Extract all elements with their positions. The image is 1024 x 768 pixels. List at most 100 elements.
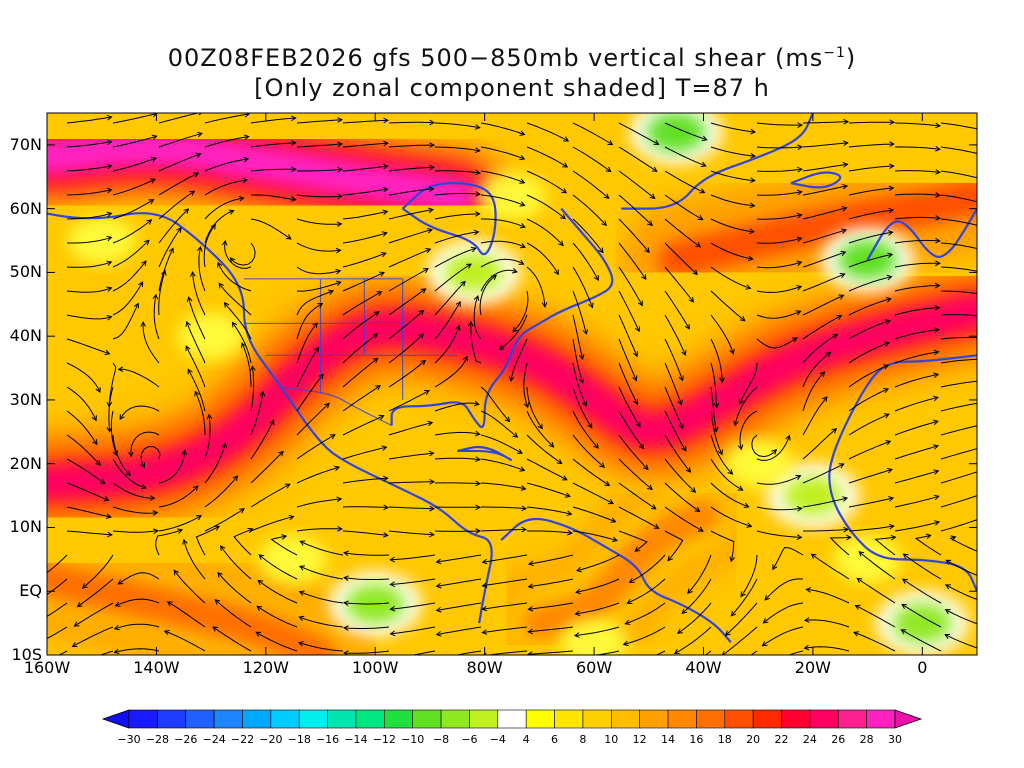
- colorbar-label: 22: [774, 733, 789, 746]
- streamline: [218, 283, 252, 316]
- streamline-arrow: [772, 564, 778, 571]
- streamline-arrow: [258, 554, 265, 560]
- streamline: [848, 342, 890, 364]
- streamline: [894, 373, 939, 388]
- streamline: [664, 530, 684, 561]
- streamline: [66, 458, 106, 484]
- streamline: [388, 121, 435, 124]
- streamline-arrow: [558, 240, 564, 247]
- streamline-arrow: [380, 251, 387, 258]
- streamline: [528, 626, 574, 633]
- streamline: [342, 142, 388, 148]
- streamline-arrow: [719, 377, 725, 384]
- streamline: [388, 144, 434, 148]
- streamline: [618, 482, 657, 510]
- streamline: [434, 247, 476, 268]
- streamline: [572, 242, 599, 281]
- streamline-arrow: [796, 534, 803, 540]
- streamline: [894, 470, 939, 484]
- streamline: [710, 410, 723, 455]
- streamline: [296, 194, 342, 198]
- streamline-arrow: [854, 604, 861, 610]
- colorbar-label: 24: [802, 733, 817, 746]
- streamline-arrow: [527, 583, 534, 589]
- streamline: [945, 609, 977, 625]
- streamline-arrow: [608, 499, 614, 505]
- streamline-arrow: [498, 344, 505, 351]
- streamline-arrow: [885, 440, 892, 446]
- streamline: [434, 193, 480, 196]
- streamline-arrow: [678, 375, 684, 382]
- streamline-arrow: [644, 247, 650, 254]
- streamline-arrow: [902, 553, 909, 559]
- streamline-arrow: [383, 504, 390, 511]
- lon-tick-label: 140W: [133, 658, 180, 677]
- streamline: [296, 528, 342, 532]
- streamline: [204, 136, 249, 148]
- streamline-arrow: [700, 161, 707, 168]
- lon-tick-label: 160W: [23, 658, 71, 677]
- streamline-arrow: [146, 219, 153, 225]
- streamline-arrow: [150, 178, 157, 184]
- streamline-arrow: [297, 641, 304, 647]
- streamline: [901, 603, 942, 628]
- streamline: [664, 266, 694, 303]
- streamline: [66, 530, 112, 536]
- streamline-arrow: [143, 239, 150, 246]
- streamline: [296, 119, 342, 124]
- streamline: [987, 171, 1024, 185]
- colorbar-label: −24: [202, 733, 226, 746]
- streamline: [806, 589, 850, 604]
- streamline-arrow: [537, 423, 543, 430]
- streamline: [74, 602, 114, 627]
- lat-tick-label: 20N: [9, 453, 42, 473]
- streamline-arrow: [750, 152, 757, 159]
- streamline: [47, 626, 68, 640]
- streamline: [388, 209, 434, 220]
- streamline-arrow: [887, 230, 894, 236]
- streamline-arrow: [796, 236, 803, 242]
- streamline: [572, 146, 611, 172]
- streamline-arrow: [512, 326, 518, 333]
- streamline-arrow: [638, 443, 645, 450]
- streamline: [114, 623, 160, 630]
- streamline: [764, 578, 804, 601]
- streamline: [250, 194, 296, 201]
- streamline-arrow: [231, 321, 238, 328]
- streamline-arrow: [935, 260, 941, 267]
- streamline: [725, 602, 758, 636]
- streamline-arrow: [980, 400, 985, 405]
- streamline: [217, 262, 252, 292]
- streamline-arrow: [685, 467, 692, 473]
- streamline: [217, 572, 252, 604]
- streamline-arrow: [481, 558, 488, 565]
- streamline-arrow: [176, 226, 182, 233]
- streamline: [480, 146, 525, 160]
- atlantic-jet-core: [658, 177, 977, 278]
- streamline: [436, 626, 482, 636]
- streamline: [858, 551, 896, 580]
- streamline-arrow: [518, 259, 525, 265]
- streamline: [158, 227, 182, 268]
- streamline: [894, 122, 940, 127]
- streamline-arrow: [841, 228, 848, 234]
- streamline-arrow: [717, 449, 723, 456]
- colorbar-label: −28: [145, 733, 169, 746]
- streamline: [940, 194, 977, 203]
- streamline-arrow: [791, 337, 798, 343]
- streamline: [756, 168, 802, 172]
- streamline-arrow: [125, 470, 132, 477]
- streamline: [710, 434, 733, 475]
- streamline: [296, 498, 342, 508]
- tropical-band-core: [47, 560, 339, 655]
- colorbar-label: 10: [604, 733, 619, 746]
- lon-tick-label: 120W: [242, 658, 289, 677]
- streamline-arrow: [481, 582, 488, 588]
- streamline: [212, 626, 252, 652]
- streamline-arrow: [697, 215, 704, 221]
- streamline: [434, 170, 480, 174]
- streamline-arrow: [843, 118, 850, 125]
- streamline-arrow: [889, 141, 895, 147]
- streamline: [941, 290, 977, 295]
- streamline: [110, 410, 118, 456]
